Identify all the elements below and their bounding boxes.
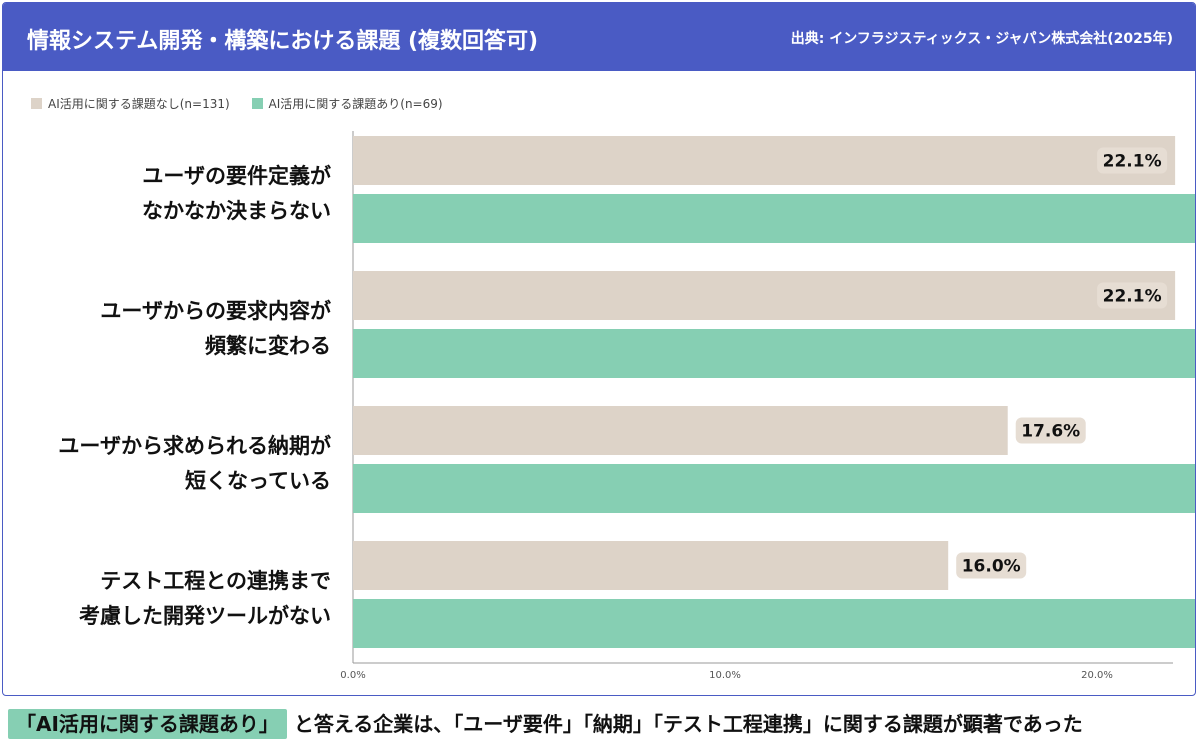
chart-header: 情報システム開発・構築における課題 (複数回答可) 出典: インフラジスティック…: [3, 3, 1195, 71]
data-label-no-issue: 17.6%: [1021, 422, 1080, 442]
data-label-bg-no-issue: [956, 552, 1027, 579]
data-label-no-issue: 22.1%: [1103, 287, 1162, 307]
source-credit: 出典: インフラジスティックス・ジャパン株式会社(2025年): [790, 31, 1173, 47]
summary-text: と答える企業は、「ユーザ要件」「納期」「テスト工程連携」に関する課題が顕著であっ…: [293, 712, 1083, 736]
bar-no-issue: [353, 541, 949, 590]
category-label: ユーザの要件定義が: [142, 164, 331, 188]
category-label: ユーザから求められる納期が: [58, 434, 331, 458]
bar-chart: 0.0%10.0%20.0%30.0%40.0%ユーザの要件定義がなかなか決まら…: [58, 131, 1195, 681]
bar-no-issue: [353, 271, 1176, 320]
category-label: ユーザからの要求内容が: [100, 299, 331, 323]
bar-has-issue: [353, 599, 1195, 648]
legend: AI活用に関する課題なし(n=131) AI活用に関する課題あり(n=69): [31, 95, 461, 112]
data-label-no-issue: 22.1%: [1103, 152, 1162, 172]
category-label: なかなか決まらない: [142, 199, 331, 223]
legend-swatch-has-issue: [251, 98, 263, 109]
category-label: 考慮した開発ツールがない: [79, 604, 331, 628]
chart-card: 情報システム開発・構築における課題 (複数回答可) 出典: インフラジスティック…: [2, 2, 1196, 696]
category-label: 短くなっている: [185, 469, 331, 493]
data-label-bg-no-issue: [1097, 147, 1168, 174]
bar-has-issue: [353, 329, 1195, 378]
chart-title: 情報システム開発・構築における課題 (複数回答可): [27, 29, 539, 54]
legend-label-no-issue: AI活用に関する課題なし(n=131): [48, 97, 230, 111]
legend-label-has-issue: AI活用に関する課題あり(n=69): [268, 97, 443, 111]
legend-item-no-issue: AI活用に関する課題なし(n=131): [31, 95, 230, 112]
legend-item-has-issue: AI活用に関する課題あり(n=69): [251, 95, 443, 112]
x-tick-label: 20.0%: [1081, 670, 1113, 681]
legend-swatch-no-issue: [31, 98, 42, 109]
summary-caption: 「AI活用に関する課題あり」 と答える企業は、「ユーザ要件」「納期」「テスト工程…: [8, 708, 1083, 739]
x-tick-label: 0.0%: [340, 670, 365, 681]
bar-no-issue: [353, 406, 1008, 455]
bar-has-issue: [353, 194, 1195, 243]
summary-highlight: 「AI活用に関する課題あり」: [8, 709, 287, 739]
data-label-no-issue: 16.0%: [962, 557, 1021, 577]
data-label-bg-no-issue: [1097, 282, 1168, 309]
data-label-bg-no-issue: [1015, 417, 1086, 444]
x-tick-label: 10.0%: [709, 670, 741, 681]
bar-has-issue: [353, 464, 1195, 513]
category-label: テスト工程との連携まで: [100, 569, 331, 593]
category-label: 頻繁に変わる: [205, 334, 331, 358]
bar-no-issue: [353, 136, 1176, 185]
